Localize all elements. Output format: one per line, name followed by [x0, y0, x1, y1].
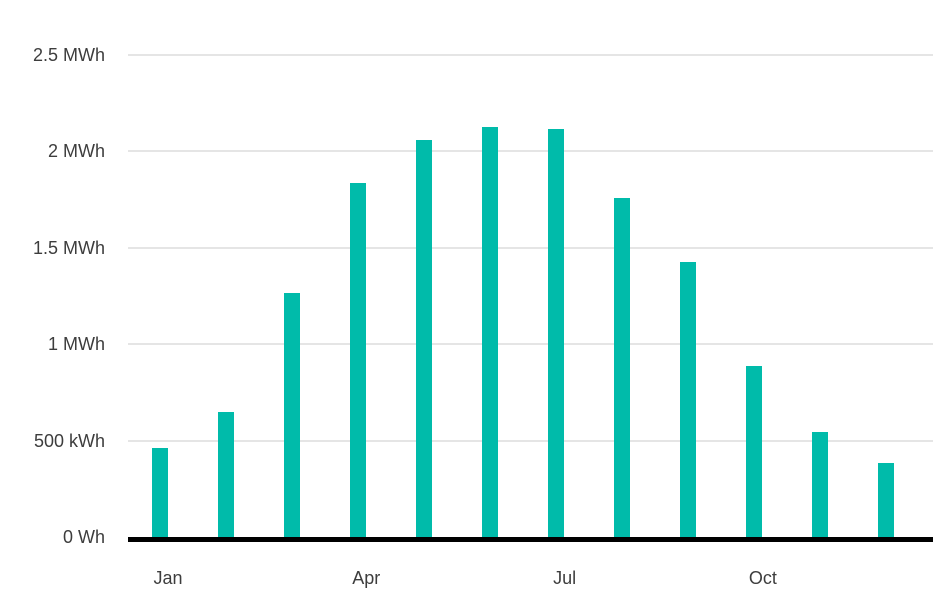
gridline — [128, 439, 933, 442]
y-axis: 0 Wh 500 kWh 1 MWh 1.5 MWh 2 MWh 2.5 MWh — [0, 0, 105, 612]
bar-sep[interactable] — [680, 262, 696, 537]
bar-mar[interactable] — [284, 293, 300, 537]
bar-jul[interactable] — [548, 129, 564, 537]
x-tick-jan: Jan — [153, 568, 183, 588]
bar-dec[interactable] — [878, 462, 894, 537]
x-tick-apr: Apr — [352, 568, 381, 588]
x-tick-jul: Jul — [553, 568, 577, 588]
gridline — [128, 150, 933, 153]
x-axis: Jan Apr Jul Oct — [128, 567, 933, 591]
gridline — [128, 246, 933, 249]
bar-aug[interactable] — [614, 197, 630, 537]
bar-feb[interactable] — [218, 411, 234, 537]
y-tick-label: 2 MWh — [47, 141, 105, 162]
gridline — [128, 343, 933, 346]
bar-nov[interactable] — [812, 431, 828, 537]
y-tick-label: 0 Wh — [62, 527, 105, 547]
bar-jun[interactable] — [482, 127, 498, 537]
y-tick-label: 1 MWh — [47, 334, 105, 355]
bar-oct[interactable] — [746, 366, 762, 537]
y-tick-label: 2.5 MWh — [32, 45, 105, 65]
x-tick-oct: Oct — [748, 568, 777, 588]
y-tick-label: 1.5 MWh — [32, 237, 105, 258]
bar-apr[interactable] — [350, 183, 366, 537]
bar-may[interactable] — [416, 139, 432, 537]
gridline — [128, 54, 933, 56]
bar-jan[interactable] — [152, 448, 168, 537]
y-tick-label: 500 kWh — [33, 430, 105, 451]
plot-area — [128, 0, 933, 542]
x-axis-line — [128, 537, 933, 542]
